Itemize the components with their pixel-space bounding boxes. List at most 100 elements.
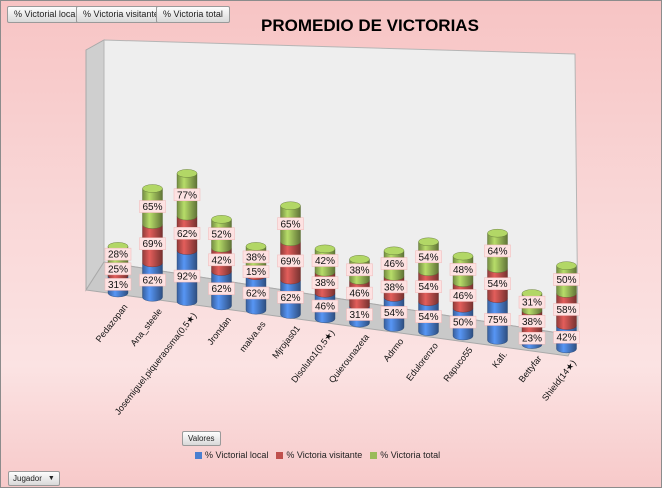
bar-cap-4 xyxy=(245,242,267,251)
data-label-bg-1-7 xyxy=(346,286,373,300)
legend-swatch-total xyxy=(370,451,378,459)
category-label-7: Quierounazeta xyxy=(327,332,371,385)
data-label-0-6: 46% xyxy=(315,302,335,313)
data-label-bg-2-5 xyxy=(277,217,304,231)
bar-cap-6 xyxy=(314,244,336,254)
category-label-1: Ana_steele xyxy=(128,306,164,348)
data-label-0-1: 62% xyxy=(142,276,162,287)
data-label-2-0: 28% xyxy=(108,250,128,261)
data-label-2-5: 65% xyxy=(280,219,300,230)
data-label-2-12: 31% xyxy=(522,298,542,309)
bar-cap-8 xyxy=(383,246,405,256)
valores-field-button[interactable]: Valores xyxy=(182,431,221,446)
data-label-bg-0-1 xyxy=(139,273,166,287)
data-label-1-4: 15% xyxy=(246,267,266,278)
category-label-11: Kafi. xyxy=(490,349,509,369)
data-label-bg-2-12 xyxy=(518,295,546,309)
bar-cap-5 xyxy=(280,201,301,210)
category-label-10: Rapuco55 xyxy=(441,345,474,384)
bar-cap-2 xyxy=(176,169,198,178)
bar-cap-7 xyxy=(349,255,370,264)
data-label-0-12: 23% xyxy=(522,334,542,345)
bar-cap-13 xyxy=(556,261,577,270)
data-label-1-6: 38% xyxy=(315,278,335,289)
category-label-0: Pedazopan xyxy=(94,302,130,344)
data-label-bg-0-7 xyxy=(346,308,373,321)
data-label-0-13: 42% xyxy=(556,333,576,344)
field-button-local[interactable]: % Victorial local xyxy=(7,6,85,23)
data-label-2-9: 54% xyxy=(418,252,438,263)
data-label-bg-0-9 xyxy=(415,310,442,323)
data-label-1-11: 54% xyxy=(487,279,507,290)
data-label-0-5: 62% xyxy=(280,293,300,304)
data-label-bg-0-10 xyxy=(449,315,477,329)
data-label-bg-2-6 xyxy=(311,254,339,267)
data-label-0-3: 62% xyxy=(211,284,231,295)
category-label-3: Jrondan xyxy=(205,315,233,347)
legend-label-local: % Victorial local xyxy=(205,450,269,460)
data-label-0-11: 75% xyxy=(487,315,507,326)
data-label-bg-2-11 xyxy=(484,244,511,258)
data-label-bg-2-13 xyxy=(553,273,580,286)
data-label-bg-0-3 xyxy=(208,282,235,295)
data-label-1-13: 58% xyxy=(556,305,576,316)
legend-swatch-local xyxy=(195,451,202,459)
data-label-0-8: 54% xyxy=(384,308,404,319)
chart-title: PROMEDIO DE VICTORIAS xyxy=(261,16,479,35)
data-label-bg-2-8 xyxy=(380,257,408,270)
legend-item-local: % Victorial local xyxy=(195,450,268,460)
category-label-5: Mjrojas01 xyxy=(270,324,302,361)
data-label-bg-1-4 xyxy=(242,265,270,278)
data-label-bg-2-7 xyxy=(346,263,373,277)
data-label-bg-1-6 xyxy=(311,276,339,289)
chart-legend: % Victorial local % Victoria visitante %… xyxy=(195,449,440,461)
data-label-2-4: 38% xyxy=(246,252,266,263)
data-label-1-8: 38% xyxy=(384,282,404,293)
data-label-bg-1-8 xyxy=(380,280,408,294)
data-label-0-10: 50% xyxy=(453,318,473,329)
category-label-12: Bettyfar xyxy=(517,354,544,385)
data-label-1-3: 42% xyxy=(211,255,231,266)
data-label-2-1: 65% xyxy=(142,202,162,213)
data-label-bg-0-5 xyxy=(277,291,304,304)
bar-cap-1 xyxy=(142,184,163,193)
data-label-bg-0-8 xyxy=(380,306,408,319)
data-label-bg-1-1 xyxy=(139,237,166,250)
data-label-2-13: 50% xyxy=(556,275,576,286)
data-label-bg-1-12 xyxy=(518,315,546,328)
data-label-1-9: 54% xyxy=(418,282,438,293)
data-label-bg-0-6 xyxy=(311,299,339,313)
category-label-13: Shield(14★) xyxy=(540,358,578,403)
jugador-filter-button[interactable]: Jugador ▼ xyxy=(8,471,60,486)
data-label-bg-1-3 xyxy=(208,253,235,267)
data-label-1-5: 69% xyxy=(280,256,300,267)
data-label-0-0: 31% xyxy=(108,280,128,291)
data-label-1-12: 38% xyxy=(522,317,542,328)
legend-label-visitante: % Victoria visitante xyxy=(286,450,363,460)
field-button-total[interactable]: % Victoria total xyxy=(156,6,230,23)
data-label-bg-0-2 xyxy=(173,269,201,283)
data-label-0-2: 92% xyxy=(177,272,197,283)
data-label-bg-1-5 xyxy=(277,254,304,268)
data-label-2-2: 77% xyxy=(177,190,197,201)
data-label-1-1: 69% xyxy=(142,239,162,250)
bar-cap-10 xyxy=(452,251,474,261)
data-label-bg-2-1 xyxy=(139,200,166,213)
legend-label-total: % Victoria total xyxy=(380,450,441,460)
data-label-bg-0-0 xyxy=(104,278,132,291)
data-label-bg-2-3 xyxy=(208,227,235,240)
data-label-bg-2-0 xyxy=(104,247,132,261)
data-label-bg-2-2 xyxy=(173,188,201,202)
category-label-4: malva.es xyxy=(238,319,268,354)
legend-item-total: % Victoria total xyxy=(370,450,440,460)
bar-cap-9 xyxy=(418,237,439,246)
data-label-bg-1-9 xyxy=(415,280,442,293)
data-label-1-2: 62% xyxy=(177,229,197,240)
data-label-bg-0-11 xyxy=(484,313,511,326)
data-label-bg-1-11 xyxy=(484,277,511,290)
bar-cap-11 xyxy=(487,228,508,238)
data-label-bg-2-4 xyxy=(242,250,270,264)
bar-cap-3 xyxy=(211,215,232,224)
data-label-bg-2-10 xyxy=(449,263,477,276)
